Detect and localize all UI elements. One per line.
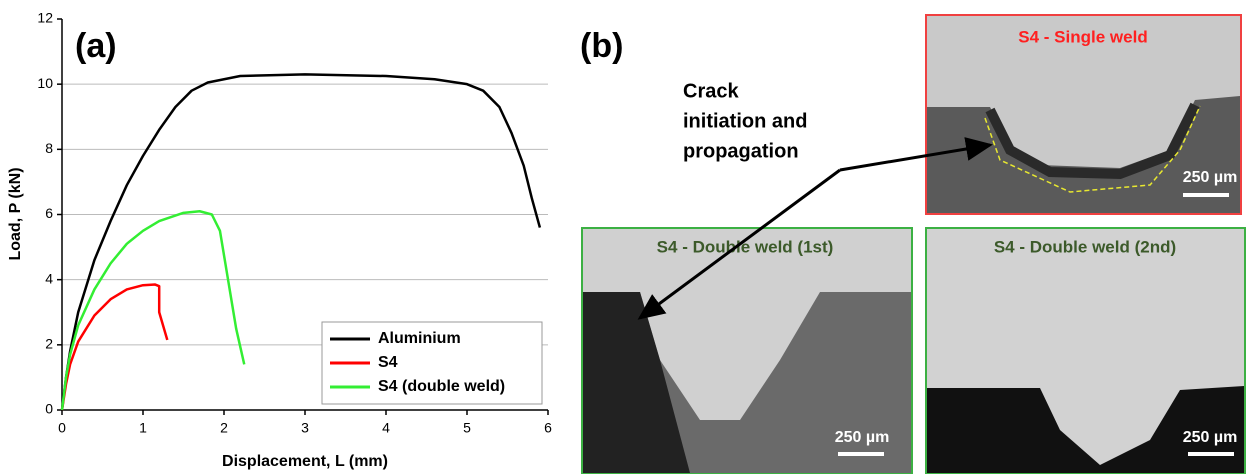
x-tick-label: 1 xyxy=(139,420,147,436)
line-series xyxy=(60,209,246,411)
x-tick-label: 3 xyxy=(301,420,309,436)
line-series xyxy=(60,283,169,411)
annotation: propagation xyxy=(683,140,799,162)
y-tick-label: 2 xyxy=(45,336,53,352)
image-title: S4 - Double weld (1st) xyxy=(657,237,834,256)
y-tick-label: 10 xyxy=(37,75,53,91)
scale-bar-label: 250 µm xyxy=(1183,429,1238,446)
legend-label: Aluminium xyxy=(378,330,461,347)
scale-bar-label: 250 µm xyxy=(1183,169,1238,186)
micrograph: S4 - Double weld (2nd) 250 µm xyxy=(925,227,1246,474)
x-tick-label: 4 xyxy=(382,420,390,436)
arrow xyxy=(637,168,841,320)
line-series xyxy=(60,73,542,411)
y-tick-label: 6 xyxy=(45,205,53,221)
scale-bar-label: 250 µm xyxy=(835,429,890,446)
arrow xyxy=(839,137,993,172)
y-axis-label: Load, P (kN) xyxy=(7,167,24,260)
y-tick-label: 4 xyxy=(45,270,53,286)
x-tick-label: 5 xyxy=(463,420,471,436)
image-title: S4 - Single weld xyxy=(1018,27,1147,46)
annotation: initiation and xyxy=(683,110,807,132)
legend-label: S4 (double weld) xyxy=(378,378,505,395)
image-title: S4 - Double weld (2nd) xyxy=(994,237,1176,256)
y-tick-label: 8 xyxy=(45,140,53,156)
x-tick-label: 0 xyxy=(58,420,66,436)
legend-label: S4 xyxy=(378,354,398,371)
x-tick-label: 6 xyxy=(544,420,552,436)
annotation: Crack xyxy=(683,80,739,102)
x-axis-label: Displacement, L (mm) xyxy=(222,453,388,470)
x-tick-label: 2 xyxy=(220,420,228,436)
y-tick-label: 12 xyxy=(37,10,53,26)
y-tick-label: 0 xyxy=(45,401,53,417)
panel-label: (b) xyxy=(580,27,623,65)
micrograph: S4 - Single weld 250 µm xyxy=(925,14,1242,215)
micrograph: S4 - Double weld (1st) 250 µm xyxy=(581,227,913,474)
panel-label: (a) xyxy=(75,27,117,65)
